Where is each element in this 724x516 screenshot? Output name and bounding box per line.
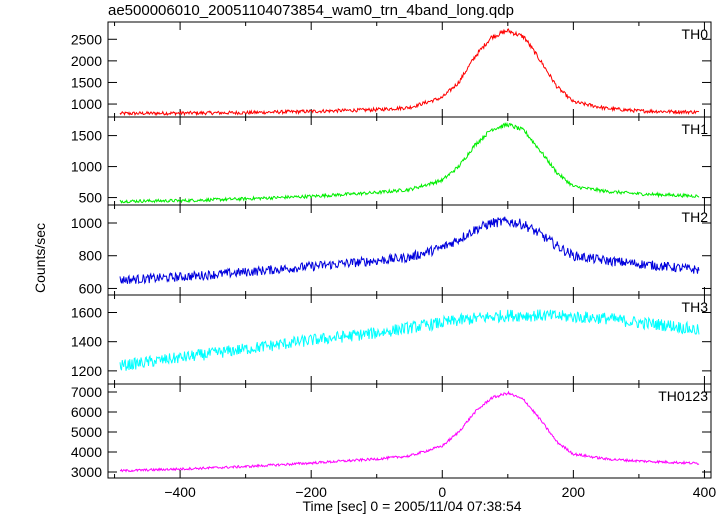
series-line-th0 bbox=[119, 28, 700, 117]
y-tick-label: 1500 bbox=[71, 74, 102, 90]
panel-frame bbox=[107, 383, 712, 479]
y-tick-label: 6000 bbox=[71, 404, 102, 420]
series-line-th1 bbox=[119, 121, 700, 204]
y-tick-label: 1400 bbox=[71, 334, 102, 350]
panel-th1: 500 1000 1500 TH1 bbox=[71, 116, 712, 206]
series-label-th0: TH0 bbox=[682, 26, 709, 42]
panel-frame bbox=[107, 294, 712, 385]
y-tick-label: 2000 bbox=[71, 53, 102, 69]
x-tick-label: 0 bbox=[438, 484, 446, 500]
series-label-th0123: TH0123 bbox=[658, 388, 708, 404]
series-line-th2 bbox=[119, 216, 700, 285]
y-tick-label: 3000 bbox=[71, 464, 102, 480]
x-tick-label: 400 bbox=[693, 484, 717, 500]
y-tick-label: 1600 bbox=[71, 305, 102, 321]
series-line-th3 bbox=[119, 309, 700, 371]
panel-th0123: 3000 4000 5000 6000 7000 TH0123 bbox=[71, 383, 712, 480]
y-tick-label: 600 bbox=[79, 280, 103, 296]
y-tick-label: 1000 bbox=[71, 215, 102, 231]
series-label-th2: TH2 bbox=[682, 209, 709, 225]
y-tick-label: 1200 bbox=[71, 363, 102, 379]
y-tick-label: 1000 bbox=[71, 159, 102, 175]
panel-th0: 1000 1500 2000 2500 TH0 bbox=[71, 21, 712, 118]
panel-th3: 1200 1400 1600 TH3 bbox=[71, 294, 712, 385]
chart-title: ae500006010_20051104073854_wam0_trn_4ban… bbox=[108, 2, 514, 19]
y-tick-label: 800 bbox=[79, 248, 103, 264]
panel-frame bbox=[107, 116, 712, 206]
x-tick-label: −400 bbox=[164, 484, 196, 500]
y-tick-label: 2500 bbox=[71, 31, 102, 47]
y-tick-label: 5000 bbox=[71, 424, 102, 440]
y-tick-label: 7000 bbox=[71, 384, 102, 400]
y-tick-label: 4000 bbox=[71, 444, 102, 460]
y-tick-label: 1500 bbox=[71, 128, 102, 144]
y-tick-label: 500 bbox=[79, 190, 103, 206]
series-label-th3: TH3 bbox=[682, 299, 709, 315]
panel-th2: 600 800 1000 TH2 bbox=[71, 204, 712, 296]
panel-frame bbox=[107, 204, 712, 296]
x-tick-label: −200 bbox=[295, 484, 327, 500]
y-tick-label: 1000 bbox=[71, 96, 102, 112]
series-label-th1: TH1 bbox=[682, 121, 709, 137]
series-line-th0123 bbox=[119, 390, 700, 473]
panel-frame bbox=[107, 21, 712, 118]
x-axis-label: Time [sec] 0 = 2005/11/04 07:38:54 bbox=[302, 498, 522, 514]
x-tick-label: 200 bbox=[562, 484, 586, 500]
